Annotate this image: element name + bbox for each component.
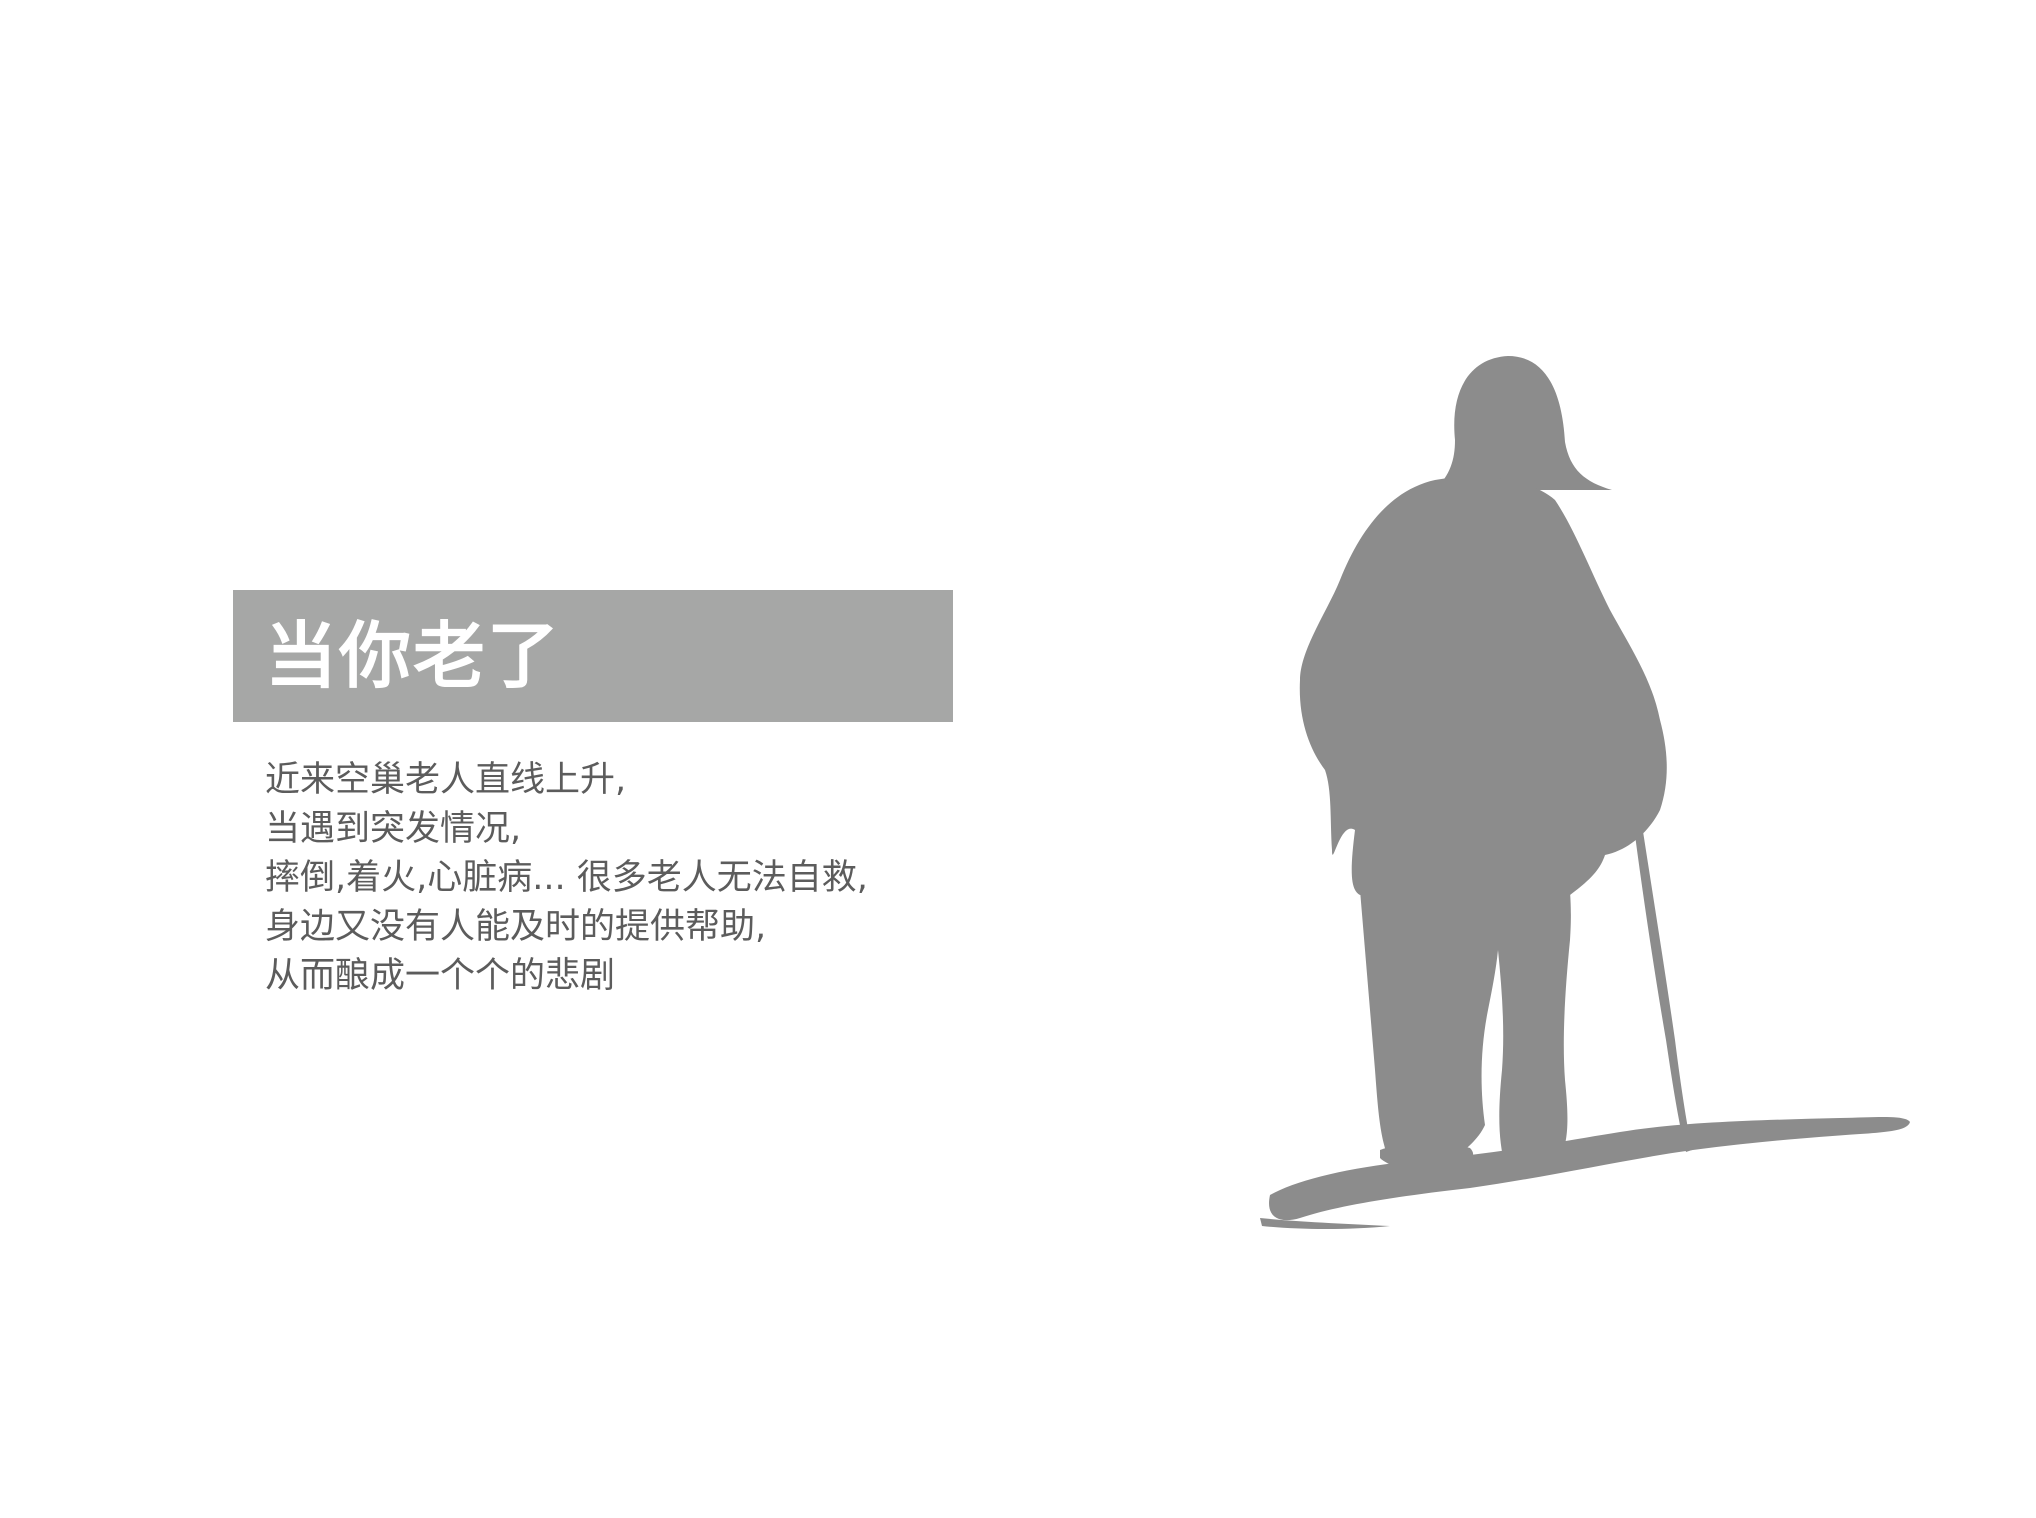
body-line: 从而酿成一个个的悲剧 [265, 956, 616, 996]
body-line: 摔倒,着火,心脏病... 很多老人无法自救, [265, 858, 868, 898]
body-line: 当遇到突发情况, [265, 809, 522, 849]
page-title: 当你老了 [265, 614, 562, 698]
body-line: 近来空巢老人直线上升, [265, 760, 627, 800]
body-paragraph: 近来空巢老人直线上升, 当遇到突发情况, 摔倒,着火,心脏病... 很多老人无法… [265, 756, 985, 1001]
body-line: 身边又没有人能及时的提供帮助, [265, 907, 767, 947]
title-band: 当你老了 [233, 590, 953, 722]
elderly-man-with-cane-icon [1260, 356, 1910, 1229]
